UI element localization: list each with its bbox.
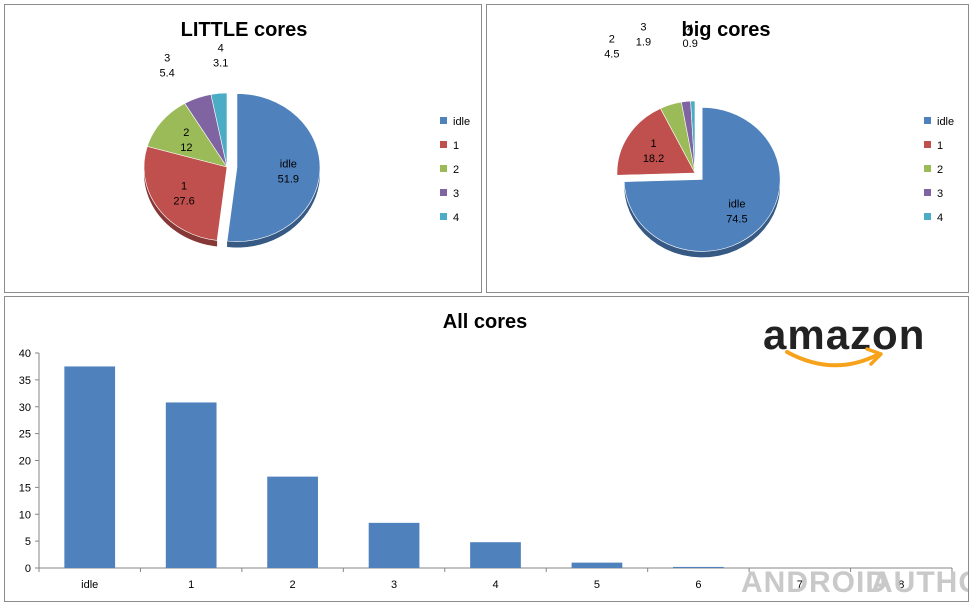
pie-label-category-4: 4	[218, 43, 224, 55]
y-tick-label-15: 15	[19, 482, 31, 494]
y-tick-label-20: 20	[19, 456, 31, 468]
y-tick-label-40: 40	[19, 348, 31, 360]
bar-1	[165, 402, 217, 568]
bar-5	[571, 562, 623, 568]
big-cores-legend: idle 1 2 3 4	[924, 116, 954, 224]
legend-label-2: 2	[937, 164, 943, 176]
bar-idle	[64, 366, 116, 568]
pie-label-category-1: 1	[181, 180, 187, 192]
x-tick-label-4: 4	[492, 579, 498, 591]
pie-label-value-2: 4.5	[604, 48, 619, 60]
x-tick-label-2: 2	[290, 579, 296, 591]
bar-4	[470, 542, 521, 568]
pie-label-value-1: 18.2	[643, 153, 664, 165]
amazon-logo-text: amazon	[763, 311, 925, 358]
little-cores-chart-panel: LITTLE cores idle 51.9 1 27.6 2 12 3 5.4 4 3.1 id…	[4, 4, 482, 293]
pie-slice-1	[143, 145, 228, 241]
pie-label-category-4: 4	[687, 23, 693, 35]
little-cores-legend: idle 1 2 3 4	[440, 116, 470, 224]
legend-swatch-3	[440, 189, 447, 196]
big-cores-chart-panel: big cores idle 74.5 1 18.2 2 4.5 3 1.9 4 0.9 idle…	[486, 4, 969, 293]
big-cores-pie: idle 74.5 1 18.2 2 4.5 3 1.9 4 0.9	[604, 21, 781, 258]
pie-label-value-3: 5.4	[159, 68, 174, 80]
pie-label-value-idle: 74.5	[726, 213, 747, 225]
pie-slice-4	[690, 100, 696, 174]
legend-label-3: 3	[453, 188, 459, 200]
x-tick-label-8: 8	[898, 579, 904, 591]
legend-swatch-idle	[440, 117, 447, 124]
pie-label-category-1: 1	[650, 138, 656, 150]
legend-swatch-4	[440, 213, 447, 220]
pie-label-category-2: 2	[609, 33, 615, 45]
little-cores-title: LITTLE cores	[181, 19, 308, 41]
pie-slice-1	[616, 108, 696, 176]
legend-swatch-2	[924, 165, 931, 172]
pie-label-category-3: 3	[164, 53, 170, 65]
pie-label-value-4: 3.1	[213, 58, 228, 70]
y-tick-label-5: 5	[25, 536, 31, 548]
pie-label-value-3: 1.9	[636, 36, 651, 48]
y-tick-label-30: 30	[19, 402, 31, 414]
pie-label-category-idle: idle	[280, 158, 297, 170]
x-tick-label-1: 1	[188, 579, 194, 591]
pie-label-value-1: 27.6	[173, 195, 194, 207]
amazon-smile-icon	[785, 350, 879, 368]
pie-label-category-3: 3	[640, 21, 646, 33]
bar-3	[368, 522, 420, 568]
pie-label-value-idle: 51.9	[278, 173, 299, 185]
pie-label-category-idle: idle	[728, 198, 745, 210]
legend-swatch-4	[924, 213, 931, 220]
legend-label-4: 4	[453, 212, 459, 224]
legend-swatch-idle	[924, 117, 931, 124]
x-tick-label-7: 7	[797, 579, 803, 591]
legend-label-1: 1	[453, 140, 459, 152]
amazon-logo: amazon	[763, 311, 925, 368]
legend-swatch-1	[440, 141, 447, 148]
big-cores-chart: big cores idle 74.5 1 18.2 2 4.5 3 1.9 4 0.9 idle…	[604, 19, 954, 258]
pie-slice-4	[210, 92, 228, 168]
watermark-authority: AUTHORITY	[871, 566, 968, 599]
y-tick-label-0: 0	[25, 563, 31, 575]
legend-label-idle: idle	[453, 116, 470, 128]
legend-swatch-3	[924, 189, 931, 196]
pie-slice-idle	[623, 107, 781, 252]
legend-swatch-2	[440, 165, 447, 172]
legend-label-2: 2	[453, 164, 459, 176]
x-tick-label-5: 5	[594, 579, 600, 591]
x-tick-label-3: 3	[391, 579, 397, 591]
amazon-arrow-icon	[865, 347, 883, 366]
legend-label-1: 1	[937, 140, 943, 152]
pie-label-value-2: 12	[180, 142, 192, 154]
big-cores-title: big cores	[682, 19, 771, 41]
all-cores-chart: All cores 0 5 10 15 20 25 30 35 40 idle 1 2 3 4 5 6 7 8 a…	[19, 311, 973, 599]
y-tick-label-10: 10	[19, 509, 31, 521]
y-tick-label-35: 35	[19, 375, 31, 387]
watermark-android: ANDROID	[741, 566, 888, 599]
legend-label-3: 3	[937, 188, 943, 200]
pie-label-category-2: 2	[183, 127, 189, 139]
x-tick-label-idle: idle	[81, 579, 98, 591]
pie-slice-2	[146, 102, 228, 168]
pie-slice-idle	[226, 93, 321, 242]
all-cores-chart-panel: All cores 0 5 10 15 20 25 30 35 40 idle 1 2 3 4 5 6 7 8 a…	[4, 296, 973, 602]
x-tick-label-6: 6	[695, 579, 701, 591]
bar-6	[673, 566, 724, 568]
legend-label-idle: idle	[937, 116, 954, 128]
legend-swatch-1	[924, 141, 931, 148]
legend-label-4: 4	[937, 212, 943, 224]
y-tick-label-25: 25	[19, 429, 31, 441]
little-cores-pie: idle 51.9 1 27.6 2 12 3 5.4 4 3.1	[143, 43, 321, 248]
pie-label-value-4: 0.9	[683, 38, 698, 50]
android-authority-watermark: ANDROID AUTHORITY	[741, 566, 973, 599]
all-cores-title: All cores	[443, 311, 527, 333]
bar-2	[267, 476, 318, 568]
all-cores-bars: 0 5 10 15 20 25 30 35 40 idle 1 2 3 4 5 6 7 8	[19, 348, 953, 591]
